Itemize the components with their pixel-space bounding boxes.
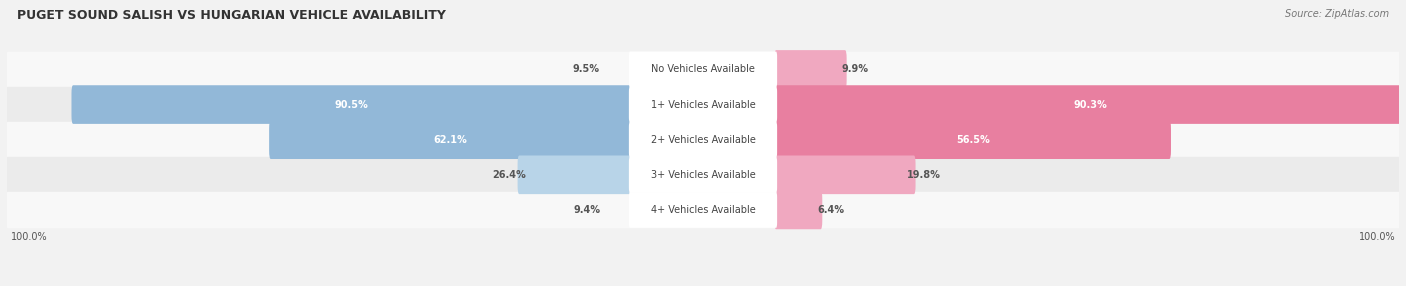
Text: PUGET SOUND SALISH VS HUNGARIAN VEHICLE AVAILABILITY: PUGET SOUND SALISH VS HUNGARIAN VEHICLE … <box>17 9 446 21</box>
FancyBboxPatch shape <box>775 85 1406 124</box>
FancyBboxPatch shape <box>628 157 778 193</box>
Text: No Vehicles Available: No Vehicles Available <box>651 64 755 74</box>
Text: 100.0%: 100.0% <box>10 232 48 242</box>
Text: 9.5%: 9.5% <box>572 64 600 74</box>
Text: 1+ Vehicles Available: 1+ Vehicles Available <box>651 100 755 110</box>
FancyBboxPatch shape <box>775 190 823 229</box>
FancyBboxPatch shape <box>628 87 778 122</box>
Text: 90.3%: 90.3% <box>1073 100 1107 110</box>
Bar <box>7 52 1399 87</box>
FancyBboxPatch shape <box>72 85 631 124</box>
Text: 3+ Vehicles Available: 3+ Vehicles Available <box>651 170 755 180</box>
Text: 56.5%: 56.5% <box>956 135 990 145</box>
Text: 4+ Vehicles Available: 4+ Vehicles Available <box>651 205 755 215</box>
FancyBboxPatch shape <box>628 51 778 87</box>
FancyBboxPatch shape <box>628 192 778 228</box>
Bar <box>7 87 1399 122</box>
FancyBboxPatch shape <box>628 122 778 158</box>
FancyBboxPatch shape <box>775 156 915 194</box>
Text: 19.8%: 19.8% <box>907 170 941 180</box>
Bar <box>7 157 1399 192</box>
Text: 2+ Vehicles Available: 2+ Vehicles Available <box>651 135 755 145</box>
FancyBboxPatch shape <box>775 120 1171 159</box>
Bar <box>7 122 1399 157</box>
Text: 100.0%: 100.0% <box>1358 232 1396 242</box>
FancyBboxPatch shape <box>517 156 631 194</box>
Text: 62.1%: 62.1% <box>433 135 467 145</box>
Text: 26.4%: 26.4% <box>492 170 526 180</box>
Text: 90.5%: 90.5% <box>335 100 368 110</box>
Text: 6.4%: 6.4% <box>817 205 845 215</box>
FancyBboxPatch shape <box>775 50 846 89</box>
Bar <box>7 192 1399 227</box>
Text: 9.4%: 9.4% <box>574 205 600 215</box>
Text: 9.9%: 9.9% <box>842 64 869 74</box>
Text: Source: ZipAtlas.com: Source: ZipAtlas.com <box>1285 9 1389 19</box>
FancyBboxPatch shape <box>269 120 631 159</box>
